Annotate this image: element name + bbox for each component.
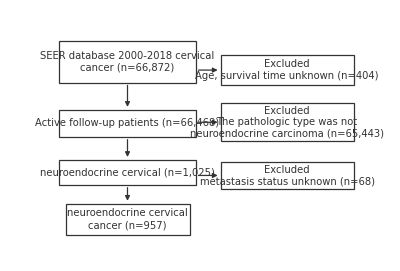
Text: neuroendocrine cervical (n=1,025): neuroendocrine cervical (n=1,025) xyxy=(40,167,215,177)
FancyBboxPatch shape xyxy=(220,56,354,85)
FancyBboxPatch shape xyxy=(220,104,354,141)
FancyBboxPatch shape xyxy=(59,110,196,137)
FancyBboxPatch shape xyxy=(220,162,354,189)
Text: neuroendocrine cervical
cancer (n=957): neuroendocrine cervical cancer (n=957) xyxy=(67,208,188,230)
Text: Excluded
Age, survival time unknown (n=404): Excluded Age, survival time unknown (n=4… xyxy=(195,59,379,81)
FancyBboxPatch shape xyxy=(59,160,196,185)
Text: Active follow-up patients (n=66,468): Active follow-up patients (n=66,468) xyxy=(36,118,220,128)
FancyBboxPatch shape xyxy=(66,204,190,235)
Text: SEER database 2000-2018 cervical
cancer (n=66,872): SEER database 2000-2018 cervical cancer … xyxy=(40,51,215,73)
Text: Excluded
metastasis status unknown (n=68): Excluded metastasis status unknown (n=68… xyxy=(200,165,375,186)
FancyBboxPatch shape xyxy=(59,41,196,83)
Text: Excluded
The pathologic type was not
neuroendocrine carcinoma (n=65,443): Excluded The pathologic type was not neu… xyxy=(190,106,384,139)
